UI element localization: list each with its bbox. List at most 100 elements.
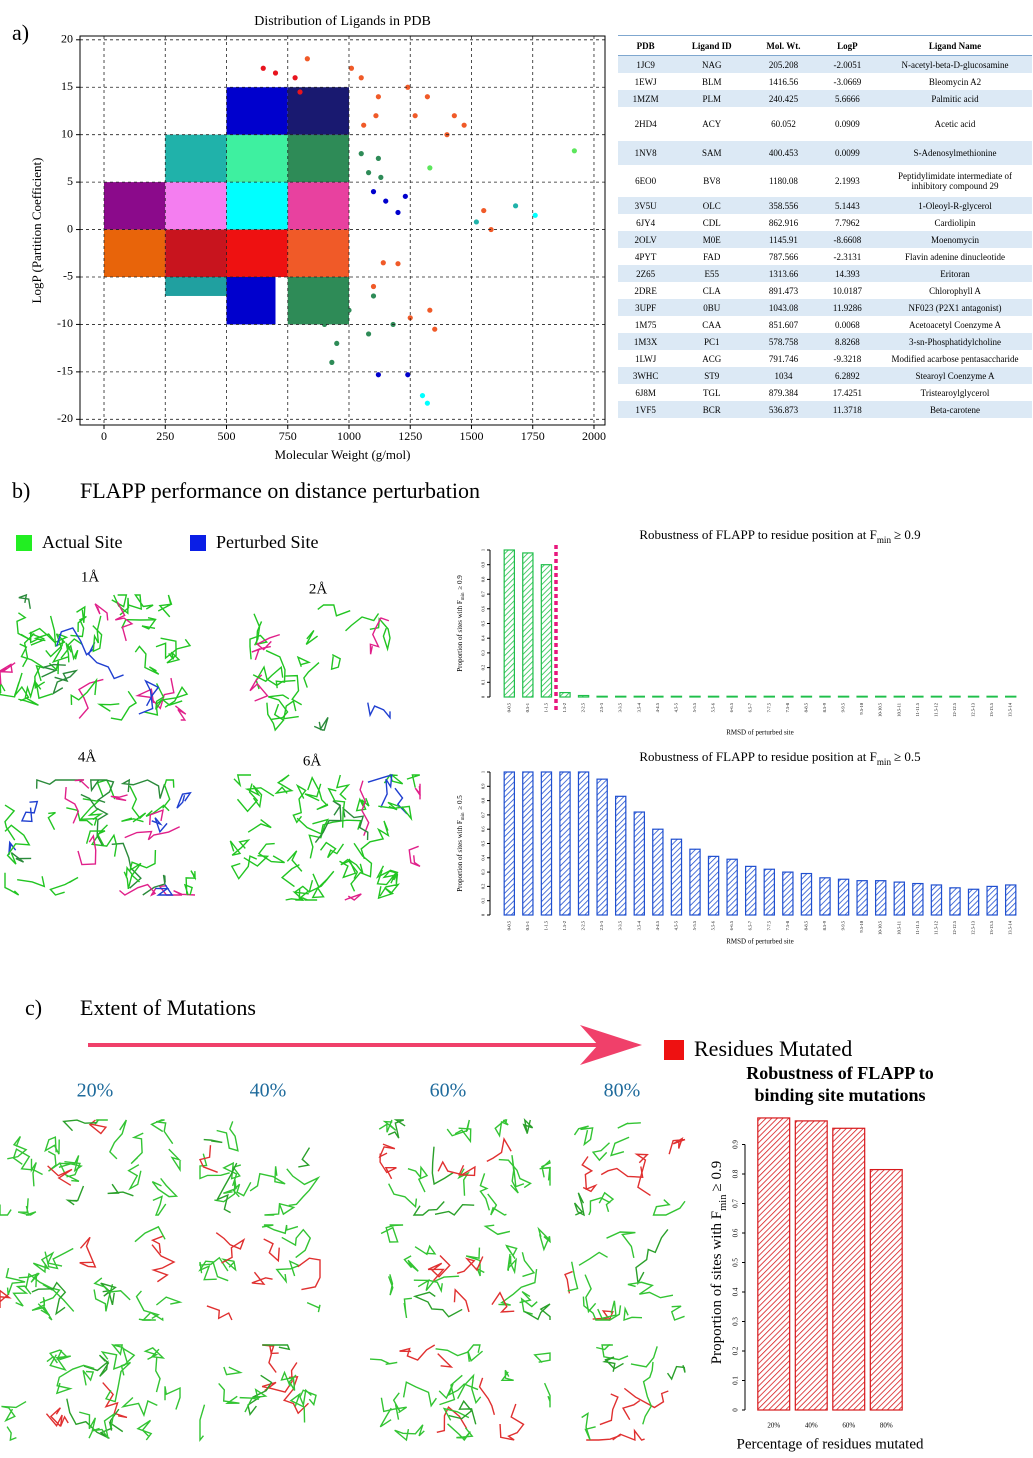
molecule-stick [155, 884, 174, 896]
table-cell: FAD [703, 251, 721, 262]
molecule-stick [262, 1344, 291, 1351]
molecule-stick [350, 842, 373, 892]
bar [577, 771, 590, 916]
molecule-stick [369, 1358, 398, 1365]
molecule-stick [190, 870, 196, 881]
panel-label: a) [12, 20, 29, 45]
molecule-stick [584, 1274, 597, 1314]
y-tick-label: 1 [481, 771, 486, 773]
x-tick-label: 11-11.5 [915, 920, 920, 934]
molecule-stick [306, 1301, 321, 1313]
x-axis-label: RMSD of perturbed site [726, 938, 793, 946]
molecule-stick [457, 1373, 482, 1405]
molecule-stick [47, 811, 56, 830]
molecule-stick [413, 1279, 443, 1294]
molecule-stick [22, 632, 35, 668]
molecule-stick [412, 1201, 445, 1216]
table-cell: Chlorophyll A [929, 285, 981, 296]
table-cell: -2.0051 [816, 55, 878, 73]
bar [986, 885, 998, 916]
molecule-stick [491, 1291, 515, 1313]
molecule-stick [344, 893, 362, 901]
molecule-stick [399, 1344, 436, 1361]
molecule-stick [85, 830, 106, 846]
bar [869, 1168, 903, 1411]
x-tick-label: 0 [101, 429, 107, 443]
molecule-stick [239, 1388, 268, 1413]
molecule-stick [19, 643, 45, 682]
molecule-stick [7, 1136, 28, 1160]
point-cluster [104, 182, 166, 230]
y-tick-label: 0 [732, 1408, 740, 1412]
table-row: 1M75 CAA 851.607 0.0068 Acetoacetyl Coenzyme… [618, 316, 1032, 333]
molecule-stick [128, 850, 157, 883]
molecule-stick [31, 1297, 50, 1316]
table-cell: NAG [673, 55, 751, 73]
molecule-stick [251, 1271, 273, 1286]
table-cell: 2DRE [634, 285, 657, 296]
x-tick-label: 1.5-2 [562, 921, 567, 930]
x-tick-label: 12.5-13 [971, 920, 976, 935]
bar [689, 848, 701, 916]
table-cell: 1MZM [618, 90, 674, 107]
molecule-stick [123, 865, 133, 890]
point-cluster [226, 229, 288, 277]
molecule-stick [218, 1382, 240, 1405]
molecule-stick [64, 787, 80, 824]
molecule-stick [510, 1155, 525, 1194]
y-tick-label: 0.1 [732, 1376, 740, 1385]
molecule-stick [0, 680, 20, 698]
molecule-stick [327, 787, 346, 828]
molecule-stick [70, 677, 98, 705]
panel-title: Extent of Mutations [80, 995, 256, 1020]
scatter-point [370, 189, 377, 195]
molecule-stick [102, 1382, 128, 1419]
molecule-stick [17, 1198, 37, 1216]
y-tick-label: 0.2 [481, 884, 486, 890]
x-tick-label: 80% [880, 1422, 893, 1430]
x-tick-label: 12.5-13 [971, 702, 976, 717]
table-cell: 60.052 [771, 119, 796, 129]
x-tick-label: 3.5-4 [636, 702, 641, 712]
molecule-stick [249, 674, 269, 702]
molecule-stick [268, 694, 290, 721]
molecule-stick [20, 800, 39, 823]
label-part: Robustness of FLAPP to residue position … [639, 527, 877, 542]
molecule-stick [155, 638, 192, 660]
scatter-point [370, 293, 377, 299]
table-cell: 3V5U [618, 197, 674, 214]
molecule-stick [439, 1374, 463, 1406]
x-tick-label: 6-6.5 [729, 702, 734, 712]
molecule-stick [367, 774, 393, 808]
scatter-point [346, 307, 352, 313]
table-cell: 1416.56 [768, 76, 799, 87]
molecule-stick [109, 1119, 127, 1160]
table-cell: 578.758 [750, 333, 817, 350]
panel-label: c) [25, 995, 42, 1020]
molecule-stick [507, 1253, 518, 1275]
x-tick-label: 4-4.5 [655, 920, 660, 930]
scatter-point [512, 203, 519, 209]
molecule-stick [168, 1148, 182, 1173]
x-tick-label: 7.5-8 [785, 702, 790, 712]
molecule-stick [127, 594, 154, 611]
label-part: Proportion of sites with F [456, 820, 464, 892]
x-tick-label: 0.5-1 [525, 921, 530, 930]
table-cell: 1M3X [618, 333, 674, 350]
molecule-stick [387, 1274, 394, 1296]
point-cluster [165, 276, 227, 296]
molecule-stick [339, 858, 357, 879]
table-cell: BLM [702, 76, 722, 87]
bar [540, 771, 553, 916]
molecule-stick [110, 690, 138, 721]
molecule-stick [406, 774, 421, 788]
table-row: 6J8M TGL 879.384 17.4251 Tristearoylglycerol [618, 384, 1032, 401]
table-cell: 1JC9 [618, 55, 674, 73]
molecule-stick [12, 1285, 32, 1307]
molecule-stick [93, 1284, 114, 1312]
molecule-stick [4, 824, 31, 865]
molecule-stick [297, 1257, 321, 1291]
molecule-stick [305, 630, 319, 645]
molecule-stick [199, 1256, 229, 1274]
scatter-point [405, 84, 411, 90]
